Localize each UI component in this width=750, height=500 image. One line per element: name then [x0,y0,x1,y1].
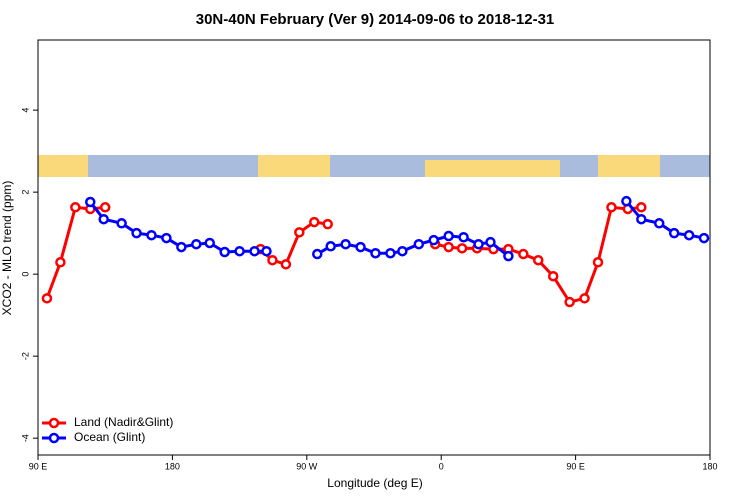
data-point [355,241,366,253]
data-point [176,241,187,253]
y-tick-label: -2 [20,352,30,360]
data-point [146,229,157,241]
data-point [340,238,351,250]
data-point [443,230,454,242]
data-point [533,254,544,266]
data-point [621,195,632,207]
legend-label: Land (Nadir&Glint) [74,415,173,429]
data-point [55,257,66,268]
y-tick-label: 2 [20,190,30,195]
data-point [579,293,590,304]
data-point [385,247,396,259]
data-point [606,202,617,213]
data-point [503,250,514,262]
data-point [683,229,695,241]
data-point [698,232,710,244]
x-tick-label: 0 [439,461,444,471]
data-point [325,241,336,252]
data-point [41,293,53,304]
data-point [473,238,484,250]
x-axis-label: Longitude (deg E) [327,476,422,490]
x-tick-label: 180 [702,461,717,471]
data-point [85,196,96,208]
data-point [397,245,408,257]
data-point [280,259,292,270]
data-point [204,237,215,249]
legend-marker [48,432,60,444]
data-point [428,234,439,246]
data-point [668,227,680,239]
data-point [592,257,604,268]
chart-title: 30N-40N February (Ver 9) 2014-09-06 to 2… [196,11,555,28]
data-point [267,254,278,266]
series-line [434,205,642,304]
series-line [45,205,106,299]
y-tick-label: 0 [20,272,30,277]
plot-frame [37,39,711,456]
data-point [70,202,81,213]
data-point [234,245,245,257]
data-point [322,218,333,230]
data-point [547,270,559,282]
data-point [485,236,496,248]
y-axis-label: XCO2 - MLO trend (ppm) [0,181,14,316]
data-point [191,238,202,250]
y-tick-label: 4 [20,108,30,113]
data-point [161,232,172,244]
x-tick-label: 90 E [29,461,48,471]
data-point [99,202,111,213]
data-point [116,218,127,229]
data-point [456,243,468,254]
map-strip [38,155,710,177]
y-tick-label: -4 [20,434,30,442]
data-point [261,245,272,257]
data-point [219,246,230,258]
data-point [518,248,529,260]
data-point [312,248,323,260]
data-point [458,231,469,243]
data-point [98,213,109,225]
data-point [564,296,575,308]
data-point [636,202,647,213]
data-point [249,245,260,257]
data-point [443,241,454,253]
x-tick-label: 90 W [296,461,318,471]
data-point [309,216,320,228]
x-tick-label: 180 [165,461,180,471]
legend-label: Ocean (Glint) [74,430,145,444]
data-point [370,247,381,259]
data-point [636,213,647,225]
x-tick-label: 90 E [566,461,585,471]
data-point [653,218,665,229]
legend-marker [48,417,60,429]
data-point [413,238,425,250]
data-point [294,227,305,238]
data-point [131,227,142,239]
